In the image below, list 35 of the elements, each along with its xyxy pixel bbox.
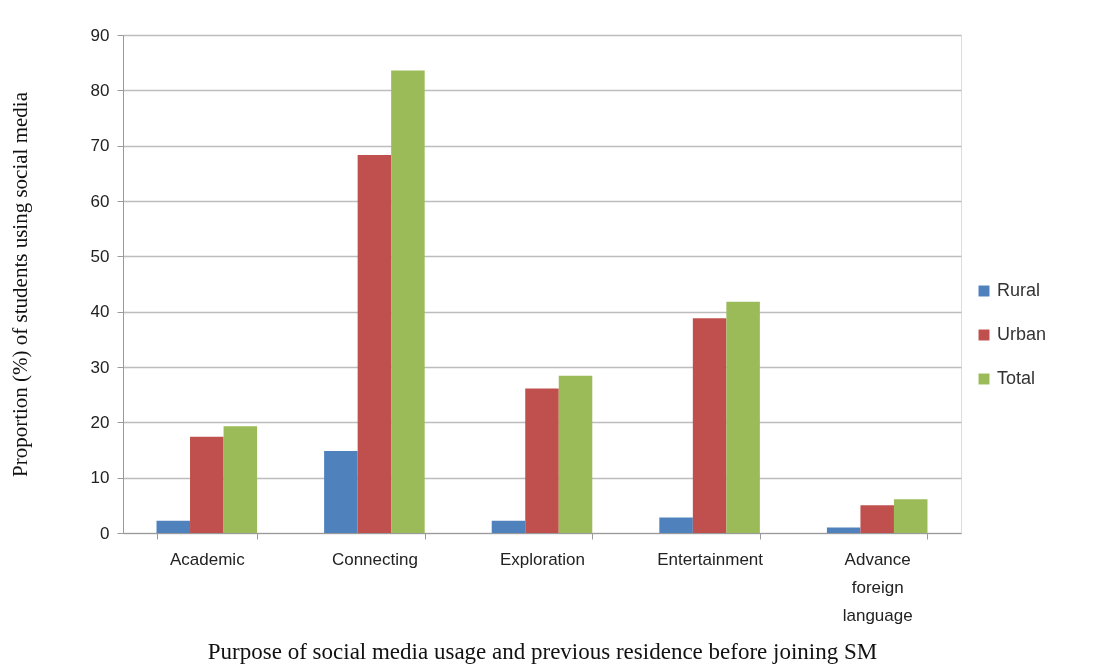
legend-label: Total: [997, 368, 1036, 388]
x-tick-label: Academic: [169, 549, 246, 569]
x-tick-label: Connecting: [331, 549, 418, 569]
y-tick-label: 20: [90, 412, 110, 432]
bar: [190, 436, 224, 533]
y-tick-label: 70: [90, 136, 110, 156]
bar: [391, 70, 425, 533]
y-tick-label: 0: [100, 523, 110, 543]
y-tick-label: 30: [90, 357, 110, 377]
bar: [491, 520, 526, 533]
legend-label: Urban: [997, 324, 1047, 344]
bar: [860, 505, 894, 533]
bar: [223, 426, 258, 533]
bar: [726, 301, 760, 533]
y-tick-label: 50: [90, 246, 110, 266]
bar: [156, 520, 191, 533]
x-tick-label: Advance foreign language: [842, 549, 913, 625]
x-tick-label: Exploration: [499, 549, 586, 569]
y-tick-label: 90: [90, 25, 110, 45]
legend-label: Rural: [997, 280, 1041, 300]
x-tick-label: Entertainment: [657, 549, 764, 569]
bar: [692, 318, 727, 533]
bar: [525, 388, 559, 533]
y-tick-label: 60: [90, 191, 110, 211]
bar: [357, 155, 392, 533]
y-axis-title: Proportion (%) of students using social media: [7, 91, 32, 477]
bar: [826, 527, 861, 533]
y-tick-label: 40: [90, 302, 110, 322]
y-tick-label: 10: [90, 468, 110, 488]
bar: [659, 517, 693, 533]
bar: [324, 451, 358, 533]
y-tick-label: 80: [90, 80, 110, 100]
bar: [893, 499, 928, 533]
bar: [558, 375, 593, 533]
x-axis-title: Purpose of social media usage and previous residence before joining SM: [207, 638, 878, 664]
